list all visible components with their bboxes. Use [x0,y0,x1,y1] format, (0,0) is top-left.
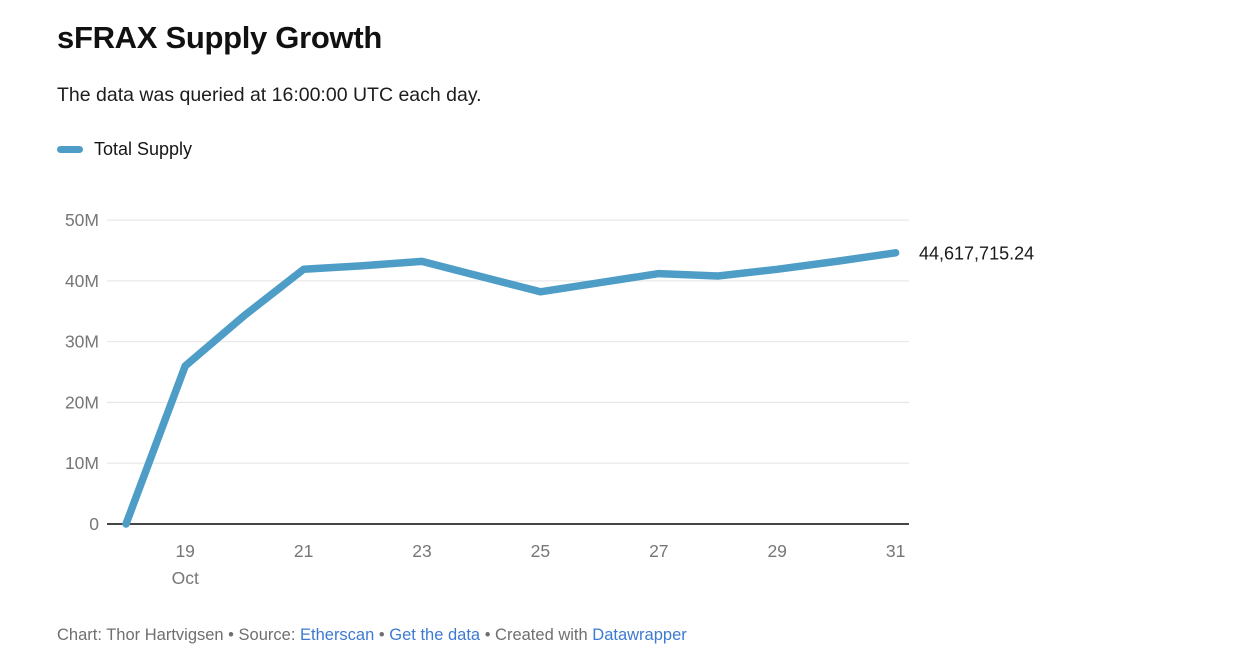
x-tick-label: 23 [412,541,431,561]
y-tick-label: 10M [65,453,99,473]
x-axis-month-label: Oct [172,568,199,588]
total-supply-line[interactable] [122,249,900,528]
chart-svg: 0 10M 20M 30M 40M 50M 19 21 23 25 27 29 31 Oct 44,617,… [65,210,1034,588]
y-tick-label: 40M [65,271,99,291]
y-tick-label: 50M [65,210,99,230]
legend: Total Supply [57,139,192,160]
x-tick-label: 27 [649,541,668,561]
x-tick-label: 31 [886,541,905,561]
footer-link-datawrapper[interactable]: Datawrapper [592,626,687,644]
legend-line-swatch [57,146,83,153]
y-tick-label: 0 [89,514,99,534]
footer-separator: • [378,626,385,644]
x-tick-label: 29 [767,541,786,561]
chart-subtitle: The data was queried at 16:00:00 UTC eac… [57,84,482,106]
end-value-label: 44,617,715.24 [919,243,1034,263]
legend-label: Total Supply [94,139,193,159]
y-tick-label: 30M [65,332,99,352]
y-tick-label: 20M [65,392,99,412]
footer-created-with: • Created with [484,626,588,644]
footer-link-get-the-data[interactable]: Get the data [389,626,481,644]
chart-footer: Chart: Thor Hartvigsen • Source: Ethersc… [57,626,687,645]
x-tick-label: 25 [531,541,550,561]
x-tick-label: 21 [294,541,313,561]
chart-title: sFRAX Supply Growth [57,20,382,55]
footer-byline: Chart: Thor Hartvigsen • Source: [57,626,296,644]
footer-link-etherscan[interactable]: Etherscan [300,626,375,644]
x-tick-label: 19 [175,541,194,561]
